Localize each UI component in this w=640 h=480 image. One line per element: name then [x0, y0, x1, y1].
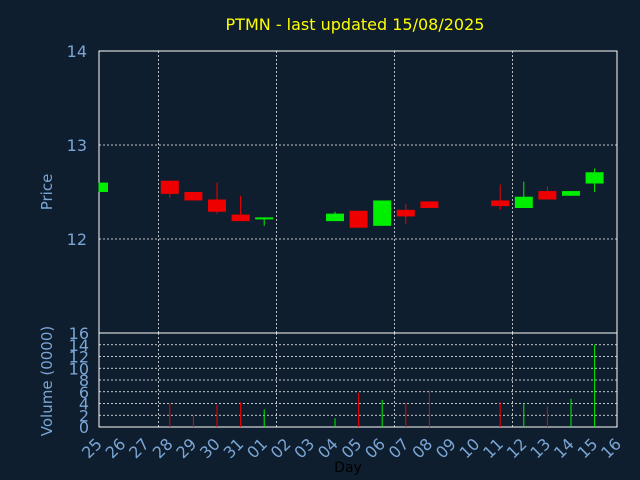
candle-31	[231, 195, 250, 222]
candle-28	[160, 180, 179, 198]
candle-body	[208, 199, 226, 212]
candle-01	[255, 217, 274, 226]
candle-body	[585, 172, 604, 184]
candle-body	[160, 180, 179, 194]
candle-body	[538, 191, 557, 200]
volume-axis-label: Volume (0000)	[38, 326, 56, 436]
candle-14	[562, 191, 580, 196]
x-axis-label: Day	[334, 460, 362, 476]
price-tick-label: 14	[67, 42, 87, 61]
volume-tick-label: 0	[79, 418, 89, 437]
candle-body	[373, 200, 392, 226]
candle-06	[373, 200, 392, 226]
price-tick-label: 12	[67, 230, 87, 249]
candle-15	[585, 168, 604, 192]
price-tick-label: 13	[67, 136, 87, 155]
candle-body	[562, 191, 580, 196]
candle-body	[231, 214, 250, 222]
volume-tick-label: 4	[79, 395, 89, 414]
candle-30	[208, 182, 226, 214]
candle-body	[420, 201, 439, 208]
volume-tick-label: 2	[79, 406, 89, 425]
candle-12	[514, 181, 533, 208]
candle-body	[326, 213, 344, 222]
price-panel: 14 13 12	[67, 42, 618, 334]
volume-tick-label: 6	[79, 383, 89, 402]
volume-tick-label: 14	[69, 336, 89, 355]
candle-29	[184, 192, 203, 201]
volume-tick-label: 8	[79, 371, 89, 390]
candle-13	[538, 186, 557, 200]
candle-body	[491, 200, 510, 207]
candle-body	[184, 192, 203, 201]
candle-body	[255, 217, 274, 220]
candle-body	[514, 196, 533, 208]
candle-body	[99, 182, 108, 192]
volume-tick-label: 16	[69, 324, 89, 343]
candle-07	[396, 204, 415, 224]
candle-11	[491, 184, 510, 210]
chart-title: PTMN - last updated 15/08/2025	[226, 15, 485, 34]
candle-04	[326, 211, 344, 222]
volume-tick-label: 12	[69, 348, 89, 367]
candle-body	[349, 210, 368, 228]
volume-tick-label: 10	[69, 359, 89, 378]
price-axis-label: Price	[38, 174, 56, 211]
candle-08	[420, 201, 439, 208]
candle-body	[396, 209, 415, 217]
candle-25	[98, 182, 108, 192]
candle-05	[349, 210, 368, 228]
